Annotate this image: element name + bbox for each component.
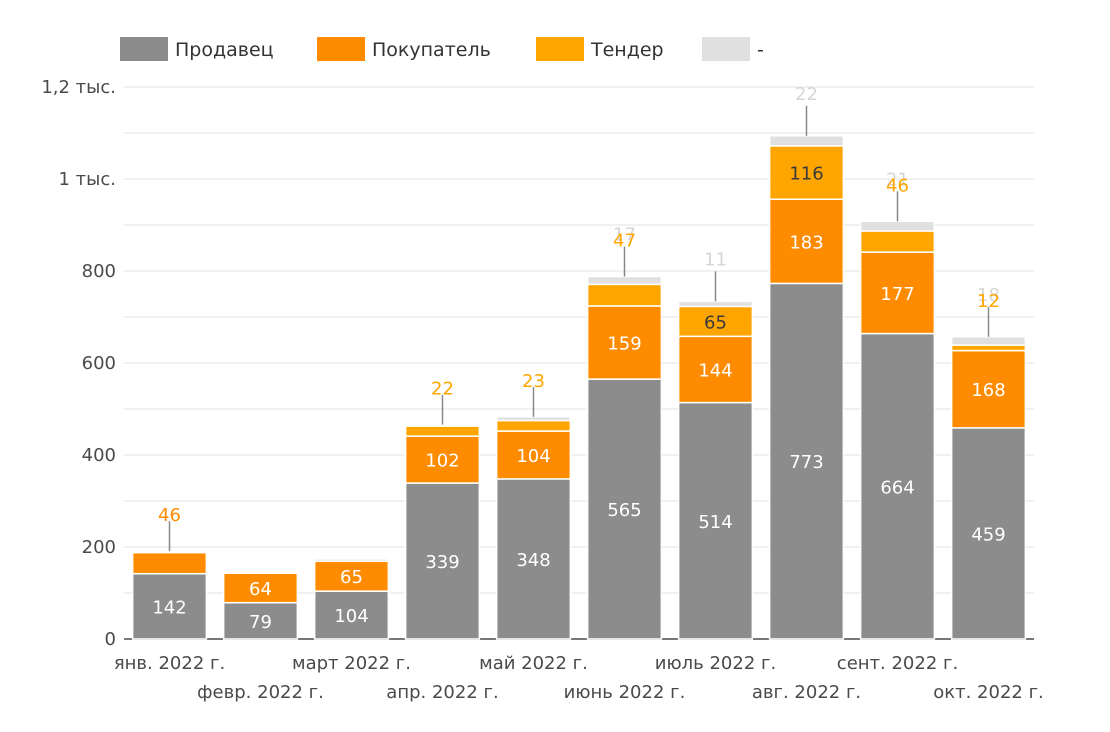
y-tick-label: 1,2 тыс. xyxy=(41,77,116,98)
data-label: 664 xyxy=(880,477,914,498)
bar-segment xyxy=(586,378,663,640)
bar-segment xyxy=(677,335,754,404)
bar-segment xyxy=(950,344,1027,352)
y-tick-label: 1 тыс. xyxy=(59,169,117,190)
data-label: 177 xyxy=(880,284,914,305)
bar-segment xyxy=(495,430,572,480)
x-axis: янв. 2022 г. февр. 2022 г. март 2022 г. апр… xyxy=(114,653,1044,703)
legend-label: Продавец xyxy=(175,39,274,61)
bar-segment xyxy=(313,590,390,640)
x-tick-label: авг. 2022 г. xyxy=(752,682,861,703)
bar-segment xyxy=(404,435,481,484)
x-tick-label: июнь 2022 г. xyxy=(564,682,686,703)
bar-segment xyxy=(131,551,208,575)
data-label: 64 xyxy=(249,579,272,600)
bar-segment xyxy=(495,478,572,640)
bar-segment xyxy=(586,275,663,286)
data-label: 104 xyxy=(334,606,368,627)
data-label: 65 xyxy=(340,567,363,588)
data-label: 104 xyxy=(516,446,550,467)
bar-segment xyxy=(950,349,1027,429)
data-label: 459 xyxy=(971,524,1005,545)
data-label: 339 xyxy=(425,552,459,573)
data-label: 65 xyxy=(704,312,727,333)
bar-segment xyxy=(859,251,936,335)
y-tick-label: 0 xyxy=(105,629,116,650)
legend-swatch xyxy=(536,37,584,61)
bar-segment xyxy=(131,550,208,554)
y-tick-label: 600 xyxy=(82,353,116,374)
bar-segment xyxy=(677,401,754,640)
bar-segment xyxy=(768,145,845,200)
bar-segment xyxy=(586,305,663,380)
callout-label: 23 xyxy=(522,371,545,392)
legend-label: - xyxy=(757,39,764,61)
x-tick-label: апр. 2022 г. xyxy=(386,682,498,703)
data-label: 102 xyxy=(425,451,459,472)
callout-label: 22 xyxy=(431,379,454,400)
x-tick-label: янв. 2022 г. xyxy=(114,653,225,674)
legend-swatch xyxy=(702,37,750,61)
callout-label: 12 xyxy=(977,291,1000,312)
data-label: 116 xyxy=(789,164,823,185)
x-tick-label: июль 2022 г. xyxy=(655,653,776,674)
y-tick-label: 800 xyxy=(82,261,116,282)
y-tick-label: 400 xyxy=(82,445,116,466)
bar-segment xyxy=(404,425,481,437)
bar-segment xyxy=(859,332,936,640)
bar-segment xyxy=(768,198,845,285)
legend-label: Тендер xyxy=(590,39,664,61)
data-label: 183 xyxy=(789,232,823,253)
bar-segment xyxy=(677,300,754,308)
bar-segment xyxy=(586,283,663,307)
data-label: 514 xyxy=(698,512,732,533)
x-tick-label: май 2022 г. xyxy=(479,653,588,674)
data-label: 168 xyxy=(971,380,1005,401)
callout-label: 18 xyxy=(977,285,1000,306)
data-label: 348 xyxy=(516,550,550,571)
data-label: 159 xyxy=(607,334,641,355)
data-label: 565 xyxy=(607,500,641,521)
x-tick-label: март 2022 г. xyxy=(292,653,411,674)
legend-label: Покупатель xyxy=(372,39,491,61)
data-label: 79 xyxy=(249,612,272,633)
bar-segment xyxy=(313,558,390,563)
bars xyxy=(131,135,1027,640)
bar-segment xyxy=(222,601,299,640)
legend: Продавец Покупатель Тендер - xyxy=(120,37,764,61)
callout-label: 21 xyxy=(886,169,909,190)
data-labels: 142 46 79 64 104 65 339 102 22 348 104 23 565 159 1747… xyxy=(152,84,1005,633)
bar-segment xyxy=(495,419,572,432)
bar-segment xyxy=(768,135,845,147)
bar-segment xyxy=(495,416,572,422)
callout-label: 46 xyxy=(886,175,909,196)
legend-swatch xyxy=(120,37,168,61)
x-tick-label: окт. 2022 г. xyxy=(933,682,1044,703)
x-tick-label: сент. 2022 г. xyxy=(837,653,958,674)
data-label: 142 xyxy=(152,597,186,618)
bar-segment xyxy=(222,572,299,604)
callout-label: 22 xyxy=(795,84,818,105)
callout-label: 46 xyxy=(158,505,181,526)
callout-label: 11 xyxy=(704,249,727,270)
bar-segment xyxy=(768,282,845,640)
callout-label: 47 xyxy=(613,231,636,252)
y-tick-label: 200 xyxy=(82,537,116,558)
bar-segment xyxy=(950,336,1027,346)
callout-label: 17 xyxy=(613,225,636,246)
data-label: 773 xyxy=(789,452,823,473)
data-label: 144 xyxy=(698,360,732,381)
bar-segment xyxy=(404,423,481,427)
x-tick-label: февр. 2022 г. xyxy=(197,682,324,703)
grid xyxy=(124,86,1034,594)
bar-segment xyxy=(859,230,936,253)
bar-segment xyxy=(404,482,481,640)
legend-swatch xyxy=(317,37,365,61)
bar-segment xyxy=(131,572,208,640)
bar-segment xyxy=(859,220,936,232)
